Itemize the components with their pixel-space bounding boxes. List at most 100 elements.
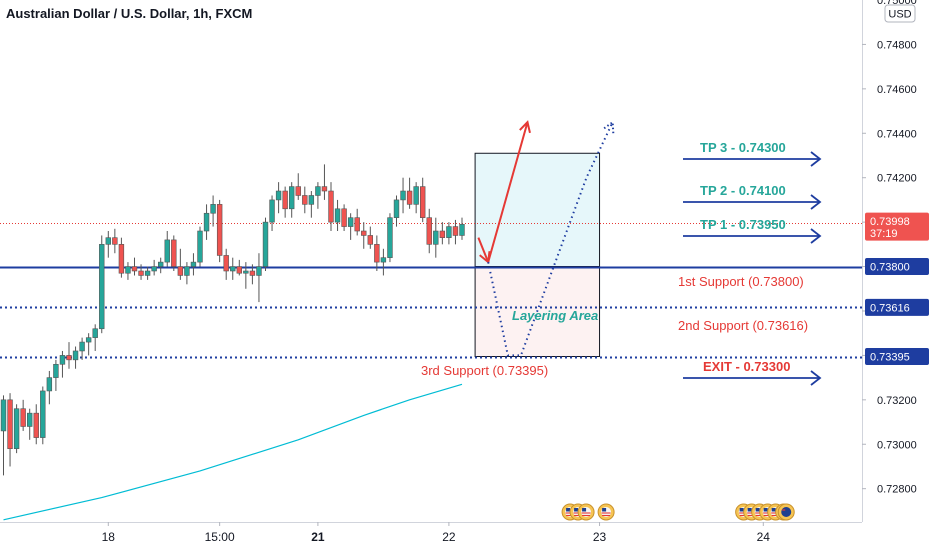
candle[interactable] — [53, 359, 59, 391]
candle[interactable] — [347, 213, 354, 240]
candle[interactable] — [20, 399, 26, 431]
tp1-label: TP 1 - 0.73950 — [700, 217, 786, 232]
candle[interactable] — [72, 346, 79, 369]
candle[interactable] — [446, 222, 452, 245]
time-tick-label: 15:00 — [205, 530, 235, 544]
candle[interactable] — [158, 257, 164, 274]
candle[interactable] — [387, 213, 393, 263]
candle[interactable] — [46, 370, 53, 405]
candle[interactable] — [308, 191, 315, 218]
candle[interactable] — [433, 217, 439, 258]
candle[interactable] — [92, 324, 98, 351]
flag-canton — [602, 508, 607, 512]
candle[interactable] — [452, 219, 459, 245]
candle-body — [433, 230, 439, 245]
candle[interactable] — [33, 404, 39, 445]
candle[interactable] — [79, 337, 85, 360]
candle[interactable] — [341, 204, 347, 232]
candle[interactable] — [426, 208, 432, 254]
candle[interactable] — [419, 177, 426, 223]
candle[interactable] — [171, 235, 177, 271]
candle[interactable] — [164, 231, 170, 267]
candle[interactable] — [112, 228, 118, 254]
candle[interactable] — [413, 182, 419, 214]
candle[interactable] — [459, 217, 465, 240]
candle[interactable] — [315, 182, 321, 209]
candle[interactable] — [105, 231, 112, 258]
price-tag-box — [865, 348, 929, 366]
candle[interactable] — [197, 226, 203, 267]
candle[interactable] — [138, 264, 144, 280]
candle[interactable] — [295, 173, 301, 200]
currency-badge[interactable]: USD — [884, 4, 916, 23]
candle[interactable] — [243, 262, 249, 289]
candle[interactable] — [210, 195, 216, 227]
candle[interactable] — [59, 350, 66, 378]
candle[interactable] — [7, 393, 13, 467]
candle-body — [40, 390, 46, 438]
candle[interactable] — [361, 222, 367, 249]
candle-body — [112, 237, 118, 245]
au-flag-icon[interactable] — [777, 503, 795, 521]
candle-body — [321, 186, 328, 192]
tp3-label: TP 3 - 0.74300 — [700, 140, 786, 155]
candle-body — [158, 261, 164, 267]
candle[interactable] — [334, 199, 341, 232]
candle[interactable] — [269, 195, 275, 232]
candle[interactable] — [0, 395, 7, 476]
candle[interactable] — [190, 253, 197, 276]
candle[interactable] — [354, 208, 360, 236]
candle[interactable] — [393, 195, 400, 227]
candle[interactable] — [131, 257, 138, 276]
candle[interactable] — [125, 262, 131, 280]
candle[interactable] — [367, 226, 373, 249]
candle[interactable] — [184, 262, 190, 285]
candle[interactable] — [118, 237, 125, 278]
candle[interactable] — [302, 186, 308, 214]
candle[interactable] — [406, 177, 413, 209]
candle[interactable] — [256, 253, 262, 303]
levels-layer — [0, 223, 862, 359]
candle-body — [92, 328, 98, 338]
price-tag[interactable]: 0.73616 — [865, 298, 929, 316]
candle[interactable] — [439, 222, 446, 245]
candle[interactable] — [230, 257, 236, 280]
candle[interactable] — [26, 408, 33, 440]
candle[interactable] — [236, 259, 242, 276]
candle[interactable] — [262, 217, 269, 271]
candle[interactable] — [85, 333, 92, 356]
candle[interactable] — [288, 182, 295, 218]
price-tag[interactable]: 0.73800 — [865, 258, 929, 276]
candle[interactable] — [282, 186, 288, 218]
time-tick-label: 22 — [442, 530, 456, 544]
candle-body — [105, 237, 112, 245]
candles-layer[interactable] — [0, 164, 465, 476]
candle[interactable] — [321, 164, 328, 200]
candle[interactable] — [40, 386, 46, 445]
candle-body — [288, 186, 295, 210]
candle-body — [361, 230, 367, 236]
us-flag-icon[interactable] — [577, 503, 595, 521]
candle[interactable] — [13, 404, 20, 454]
candle[interactable] — [99, 235, 105, 334]
candle[interactable] — [380, 248, 387, 276]
price-tag[interactable]: 0.73395 — [865, 348, 929, 366]
time-axis[interactable]: 18 15:00 21 22 23 24 — [102, 522, 771, 544]
candle[interactable] — [66, 342, 72, 369]
us-flag-icon[interactable] — [597, 503, 615, 521]
event-markers-layer[interactable] — [561, 503, 795, 521]
candle[interactable] — [374, 235, 380, 271]
candle[interactable] — [177, 248, 184, 280]
candle[interactable] — [144, 266, 151, 280]
candle[interactable] — [328, 182, 334, 232]
candle[interactable] — [151, 259, 157, 276]
candle[interactable] — [203, 204, 210, 240]
candle[interactable] — [223, 248, 229, 280]
candle[interactable] — [400, 177, 406, 214]
candle[interactable] — [275, 182, 282, 214]
candle[interactable] — [249, 264, 256, 285]
flag-canton — [747, 508, 752, 512]
candle[interactable] — [216, 199, 223, 263]
